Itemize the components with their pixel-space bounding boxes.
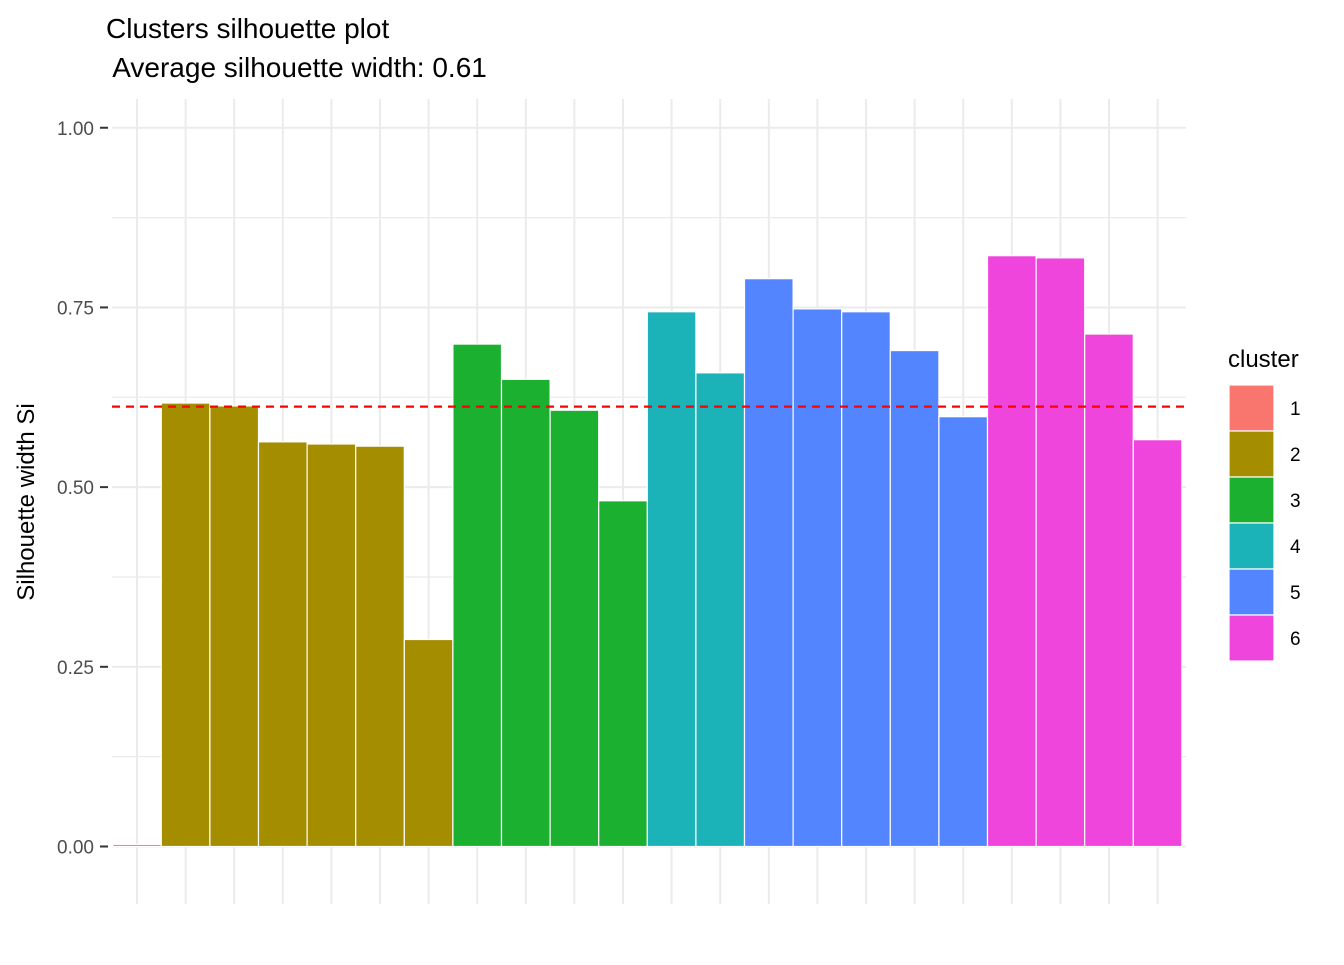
legend-key-cluster-1	[1228, 384, 1275, 432]
bar-cluster-3	[452, 343, 503, 848]
y-axis: 0.00 0.25 0.50 0.75 1.00	[57, 119, 108, 859]
y-tick-label: 0.75	[57, 298, 94, 319]
y-tick-label: 0.50	[57, 478, 94, 499]
legend-label-cluster-5: 5	[1290, 583, 1301, 604]
bars-layer	[112, 255, 1183, 848]
legend-key-cluster-5	[1228, 568, 1275, 616]
legend-label-cluster-3: 3	[1290, 491, 1301, 512]
chart-title: Clusters silhouette plot	[106, 13, 389, 44]
legend-label-cluster-1: 1	[1290, 399, 1301, 420]
legend: cluster 1 2 3 4 5 6	[1228, 346, 1301, 662]
bar-cluster-2	[403, 638, 454, 848]
bar-cluster-2	[306, 443, 357, 848]
bar-cluster-5	[841, 311, 891, 848]
y-tick-label: 0.00	[57, 838, 94, 859]
bar-cluster-3	[500, 378, 551, 848]
bar-cluster-4	[646, 311, 697, 848]
y-axis-title: Silhouette width Si	[13, 403, 40, 600]
legend-title: cluster	[1228, 346, 1299, 373]
bar-cluster-6	[986, 255, 1037, 848]
legend-key-cluster-4	[1228, 522, 1275, 570]
bar-cluster-5	[792, 308, 843, 848]
bar-cluster-3	[549, 409, 600, 848]
y-tick-label: 0.25	[57, 658, 94, 679]
bar-cluster-2	[209, 405, 260, 848]
bar-cluster-5	[938, 416, 989, 848]
legend-key-cluster-6	[1228, 614, 1275, 662]
legend-key-cluster-2	[1228, 430, 1275, 478]
bar-cluster-3	[598, 500, 648, 848]
bar-cluster-4	[695, 372, 746, 848]
bar-cluster-6	[1084, 333, 1134, 848]
bar-cluster-2	[257, 441, 308, 848]
bar-cluster-2	[355, 445, 405, 848]
y-tick-label: 1.00	[57, 119, 94, 140]
legend-key-cluster-3	[1228, 476, 1275, 524]
bar-cluster-6	[1035, 257, 1086, 848]
chart-subtitle: Average silhouette width: 0.61	[106, 52, 487, 83]
bar-cluster-5	[743, 278, 794, 848]
bar-cluster-6	[1132, 439, 1183, 848]
bar-cluster-2	[160, 402, 211, 848]
bar-cluster-1	[112, 843, 162, 848]
legend-label-cluster-4: 4	[1290, 537, 1301, 558]
legend-label-cluster-2: 2	[1290, 445, 1301, 466]
bar-cluster-5	[889, 349, 940, 848]
legend-label-cluster-6: 6	[1290, 629, 1301, 650]
